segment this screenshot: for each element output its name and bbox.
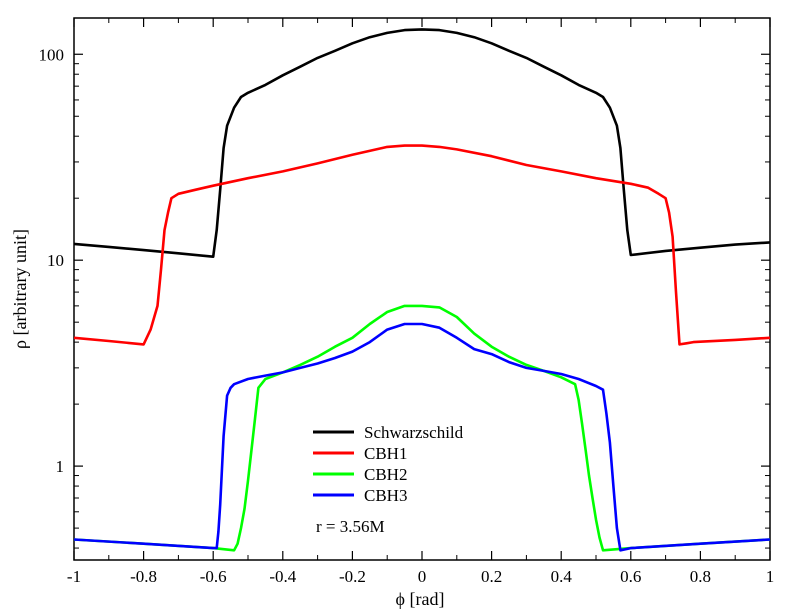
x-tick-label: 0.6	[620, 567, 641, 586]
x-tick-label: 0.4	[551, 567, 573, 586]
plot-frame	[73, 17, 771, 561]
axis-ticks: -1 -0.8 -0.6 -0.4 -0.2 0 0.2 0.4 0.6 0.8 1 1 10 100	[39, 18, 775, 586]
legend-label-schwarzschild: Schwarzschild	[364, 423, 464, 442]
y-tick-label: 100	[39, 45, 65, 64]
x-tick-label: 0.2	[481, 567, 502, 586]
legend-label-cbh1: CBH1	[364, 444, 407, 463]
series-lines	[73, 28, 771, 552]
y-tick-label: 1	[56, 457, 65, 476]
x-tick-label: 1	[766, 567, 775, 586]
x-tick-label: -0.4	[269, 567, 296, 586]
x-axis-label: ϕ [rad]	[396, 589, 445, 609]
x-tick-label: -1	[67, 567, 81, 586]
series-line-cbh1	[73, 144, 771, 346]
y-axis-label: ρ [arbitrary unit]	[10, 229, 30, 349]
x-tick-label: 0.8	[690, 567, 711, 586]
series-line-cbh2	[73, 304, 771, 552]
x-tick-label: 0	[418, 567, 427, 586]
x-tick-label: -0.6	[200, 567, 227, 586]
legend-label-cbh3: CBH3	[364, 486, 407, 505]
annotation-radius: r = 3.56M	[316, 517, 385, 536]
legend: Schwarzschild CBH1 CBH2 CBH3	[313, 423, 464, 505]
series-line-cbh3	[73, 322, 771, 552]
series-line-schwarzschild	[73, 28, 771, 259]
legend-label-cbh2: CBH2	[364, 465, 407, 484]
x-tick-label: -0.2	[339, 567, 366, 586]
y-tick-label: 10	[47, 251, 64, 270]
x-tick-label: -0.8	[130, 567, 157, 586]
